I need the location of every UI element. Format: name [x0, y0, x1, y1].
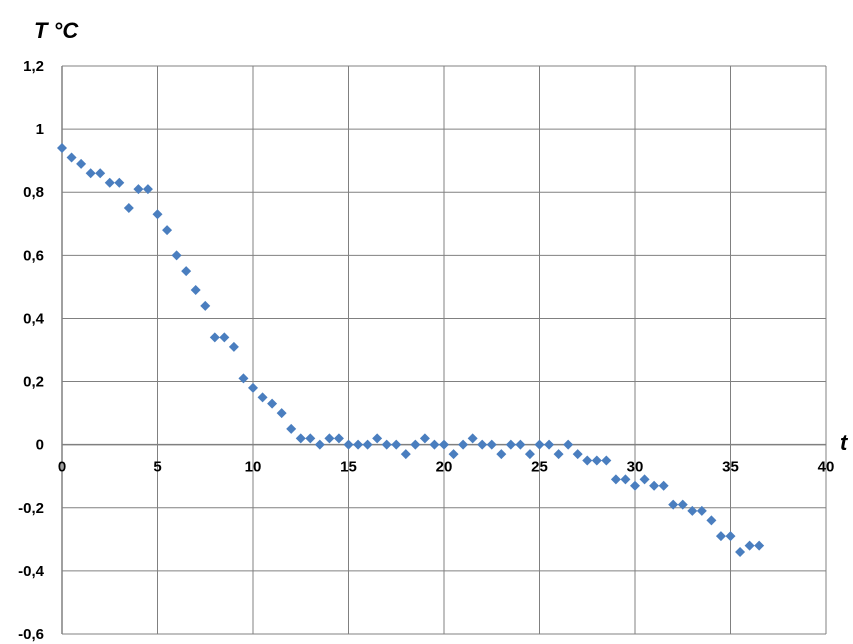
- data-point: [219, 332, 230, 343]
- data-point: [620, 474, 631, 485]
- data-point: [324, 433, 335, 444]
- x-tick-label: 20: [436, 459, 453, 476]
- data-point: [76, 158, 87, 169]
- data-point: [391, 439, 402, 450]
- data-point: [372, 433, 383, 444]
- data-point: [400, 449, 411, 460]
- data-point: [630, 480, 640, 491]
- data-point: [696, 505, 707, 516]
- data-point: [439, 439, 449, 450]
- data-point: [410, 439, 421, 450]
- y-tick-label: -0,6: [18, 626, 44, 643]
- data-point: [95, 168, 106, 179]
- x-tick-label: 10: [245, 459, 262, 476]
- data-point: [505, 439, 516, 450]
- data-point: [419, 433, 430, 444]
- data-point: [639, 474, 650, 485]
- data-point: [610, 474, 621, 485]
- x-tick-label: 25: [531, 459, 548, 476]
- y-tick-label: 0: [36, 437, 44, 454]
- data-point: [591, 455, 602, 466]
- x-tick-label: 35: [722, 459, 739, 476]
- x-tick-label: 30: [627, 459, 644, 476]
- data-point: [66, 152, 77, 163]
- data-point: [601, 455, 612, 466]
- tick-labels: 0 5 10 15 20 25 30 35 40 1,2 1 0,8 0,6 0,4 0,2 0 -0,2 -0,…: [18, 58, 834, 643]
- data-point: [142, 184, 153, 195]
- data-point: [85, 168, 96, 179]
- x-axis-title: t: [840, 430, 849, 455]
- data-point: [57, 143, 67, 154]
- data-point: [524, 449, 535, 460]
- data-point: [200, 300, 211, 311]
- data-point: [276, 408, 287, 419]
- data-point: [114, 177, 125, 188]
- data-point: [477, 439, 488, 450]
- data-point: [228, 341, 239, 352]
- data-point: [123, 203, 134, 213]
- data-point: [190, 285, 201, 296]
- data-point: [353, 439, 364, 450]
- data-point: [429, 439, 440, 450]
- data-point: [257, 392, 268, 403]
- x-tick-label: 40: [818, 459, 835, 476]
- data-point: [486, 439, 497, 450]
- y-tick-label: 0,6: [23, 247, 44, 264]
- y-tick-label: 0,4: [23, 310, 45, 327]
- data-point: [343, 439, 354, 450]
- x-tick-label: 15: [340, 459, 357, 476]
- data-point: [735, 546, 746, 557]
- data-point: [496, 449, 507, 460]
- data-point: [267, 398, 278, 409]
- data-point: [467, 433, 478, 444]
- y-tick-label: -0,2: [18, 500, 44, 517]
- data-point: [668, 499, 679, 510]
- data-point: [238, 373, 249, 384]
- data-point: [181, 266, 192, 277]
- data-point: [286, 423, 297, 434]
- y-tick-label: 1,2: [23, 58, 44, 75]
- data-point: [248, 382, 258, 393]
- data-point: [534, 439, 545, 450]
- data-point: [582, 455, 593, 466]
- x-tick-label: 5: [153, 459, 161, 476]
- data-point: [104, 177, 115, 188]
- data-point: [333, 433, 344, 444]
- data-point: [553, 449, 564, 460]
- data-point: [362, 439, 373, 450]
- data-point: [381, 439, 392, 450]
- y-tick-label: 1: [36, 121, 44, 138]
- data-point: [152, 209, 163, 220]
- data-point: [171, 250, 182, 261]
- data-point: [515, 439, 526, 450]
- y-tick-label: -0,4: [18, 563, 45, 580]
- data-point: [572, 449, 583, 460]
- y-tick-label: 0,2: [23, 374, 44, 391]
- data-point: [715, 531, 726, 542]
- x-tick-label: 0: [58, 459, 66, 476]
- data-point: [162, 225, 173, 236]
- data-point: [305, 433, 316, 444]
- data-point: [677, 499, 688, 510]
- data-point: [706, 515, 717, 526]
- data-point: [687, 505, 698, 516]
- data-point: [314, 439, 325, 450]
- data-point: [209, 332, 220, 343]
- data-point: [658, 480, 669, 491]
- data-point: [649, 480, 660, 491]
- y-axis-title: T °C: [34, 18, 79, 43]
- data-point: [458, 439, 469, 450]
- data-point: [563, 439, 574, 450]
- data-point: [725, 531, 736, 542]
- data-point: [295, 433, 306, 444]
- data-points: [57, 143, 765, 557]
- y-tick-label: 0,8: [23, 184, 44, 201]
- data-point: [754, 540, 765, 551]
- data-point: [133, 184, 144, 195]
- data-point: [544, 439, 555, 450]
- data-point: [744, 540, 755, 551]
- data-point: [448, 449, 459, 460]
- grid: [61, 65, 827, 635]
